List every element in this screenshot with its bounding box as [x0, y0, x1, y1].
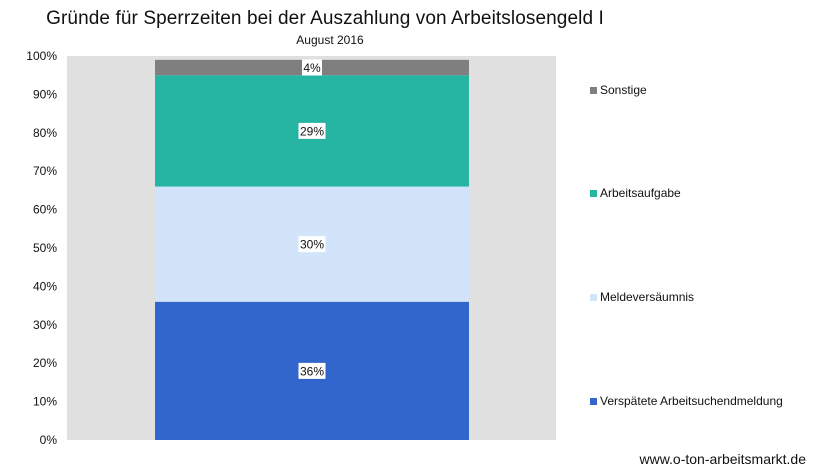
y-tick-label: 40% — [33, 279, 57, 293]
y-tick-label: 90% — [33, 87, 57, 101]
legend-item: Arbeitsaufgabe — [590, 186, 681, 200]
y-tick-label: 0% — [40, 433, 58, 447]
data-label: 36% — [300, 364, 324, 378]
legend-swatch — [590, 86, 597, 94]
legend-item: Verspätete Arbeitsuchendmeldung — [590, 394, 783, 408]
legend-label: Verspätete Arbeitsuchendmeldung — [600, 394, 783, 408]
y-tick-label: 20% — [33, 356, 57, 370]
legend-swatch — [590, 293, 597, 301]
legend-label: Meldeversäumnis — [600, 290, 695, 304]
data-label: 29% — [300, 124, 324, 138]
y-tick-label: 10% — [33, 395, 57, 409]
data-label-box — [298, 362, 326, 379]
y-tick-label: 60% — [33, 203, 57, 217]
y-tick-label: 50% — [33, 241, 57, 255]
chart-legend: Sonstige Arbeitsaufgabe Meldeversäumnis Ver… — [590, 0, 820, 476]
legend-swatch — [590, 397, 597, 405]
data-label: 4% — [303, 61, 321, 75]
data-label-box — [298, 122, 326, 139]
y-tick-label: 100% — [26, 49, 57, 63]
legend-label: Arbeitsaufgabe — [600, 186, 681, 200]
legend-label: Sonstige — [600, 83, 647, 97]
data-label-box — [302, 59, 322, 76]
y-tick-label: 70% — [33, 164, 57, 178]
chart-title: Gründe für Sperrzeiten bei der Auszahlun… — [46, 8, 604, 29]
source-watermark: www.o-ton-arbeitsmarkt.de — [639, 451, 806, 467]
data-label: 30% — [300, 238, 324, 252]
legend-item: Sonstige — [590, 83, 647, 97]
data-label-box — [298, 236, 326, 253]
chart-subtitle: August 2016 — [296, 33, 364, 47]
legend-swatch — [590, 189, 597, 197]
legend-item: Meldeversäumnis — [590, 290, 694, 304]
y-tick-label: 30% — [33, 318, 57, 332]
y-tick-label: 80% — [33, 126, 57, 140]
